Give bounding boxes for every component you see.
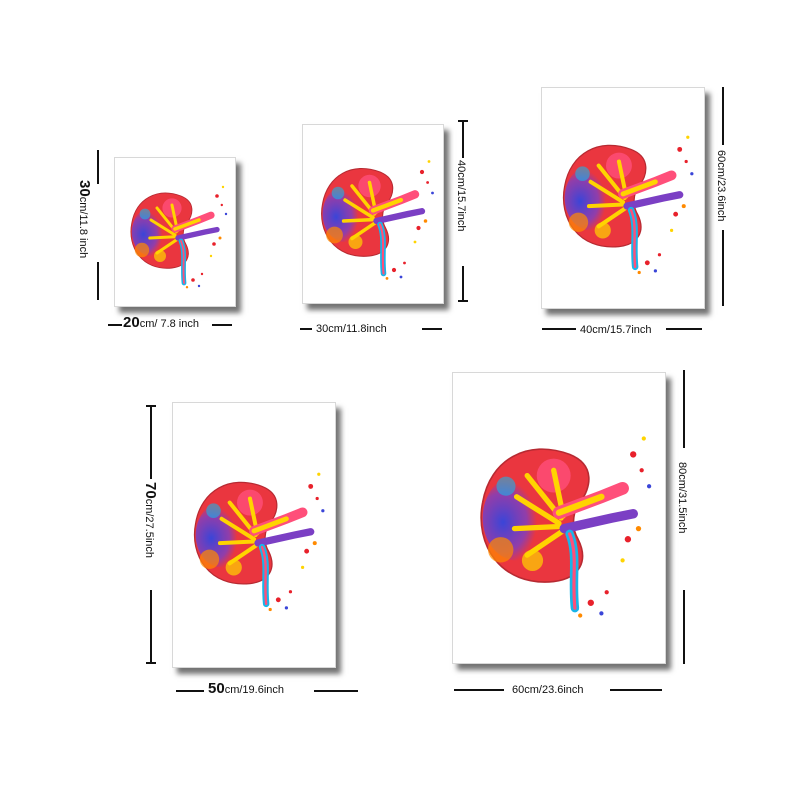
poster-large: [172, 402, 336, 668]
height-tick: [458, 300, 468, 302]
height-dimension-label: 70cm/27.5inch: [142, 482, 159, 558]
width-unit: 30cm/11.8inch: [316, 323, 387, 335]
width-dimension-line: [212, 324, 232, 326]
width-unit: cm/ 7.8 inch: [139, 318, 199, 330]
width-dimension-line: [176, 690, 204, 692]
height-dimension-line: [97, 150, 99, 184]
poster-medium: [541, 87, 705, 309]
height-dimension-line: [722, 230, 724, 306]
kidney-artwork: [115, 158, 235, 306]
height-unit: cm/27.5inch: [143, 498, 155, 558]
width-dimension-line: [454, 689, 504, 691]
width-unit: 60cm/23.6inch: [512, 684, 584, 696]
width-dimension-line: [542, 328, 576, 330]
height-unit: 80cm/31.5inch: [676, 462, 688, 534]
width-dimension-line: [422, 328, 442, 330]
width-unit: 40cm/15.7inch: [580, 324, 652, 336]
height-dimension-line: [462, 120, 464, 158]
height-dimension-line: [722, 87, 724, 145]
width-dimension-label: 50cm/19.6inch: [208, 680, 284, 697]
height-dimension-line: [97, 262, 99, 300]
kidney-artwork: [303, 125, 443, 303]
height-dimension-label: 30cm/11.8 inch: [76, 180, 93, 259]
width-dimension-label: 40cm/15.7inch: [580, 322, 652, 337]
height-dimension-line: [462, 266, 464, 302]
height-tick: [458, 120, 468, 122]
width-dimension-line: [666, 328, 702, 330]
height-dimension-label: 60cm/23.6inch: [714, 150, 729, 222]
height-unit: cm/11.8 inch: [77, 196, 89, 259]
width-main: 50: [208, 680, 225, 697]
height-dimension-line: [683, 370, 685, 448]
width-dimension-label: 30cm/11.8inch: [316, 321, 387, 336]
width-unit: cm/19.6inch: [224, 684, 284, 696]
height-dimension-label: 40cm/15.7inch: [454, 160, 469, 232]
height-main: 70: [142, 482, 159, 499]
height-unit: 60cm/23.6inch: [715, 150, 727, 222]
width-dimension-line: [610, 689, 662, 691]
width-dimension-line: [108, 324, 122, 326]
height-dimension-label: 80cm/31.5inch: [675, 462, 690, 534]
poster-small: [114, 157, 236, 307]
width-dimension-line: [300, 328, 312, 330]
height-tick: [146, 405, 156, 407]
height-dimension-line: [150, 405, 152, 479]
width-dimension-label: 20cm/ 7.8 inch: [123, 314, 199, 331]
height-tick: [146, 662, 156, 664]
width-dimension-line: [314, 690, 358, 692]
width-dimension-label: 60cm/23.6inch: [512, 682, 584, 697]
height-main: 30: [76, 180, 93, 197]
width-main: 20: [123, 314, 140, 331]
height-dimension-line: [150, 590, 152, 664]
height-dimension-line: [683, 590, 685, 664]
kidney-artwork: [453, 373, 665, 663]
kidney-artwork: [542, 88, 704, 308]
poster-medium-small: [302, 124, 444, 304]
height-unit: 40cm/15.7inch: [455, 160, 467, 232]
poster-extra-large: [452, 372, 666, 664]
kidney-artwork: [173, 403, 335, 667]
